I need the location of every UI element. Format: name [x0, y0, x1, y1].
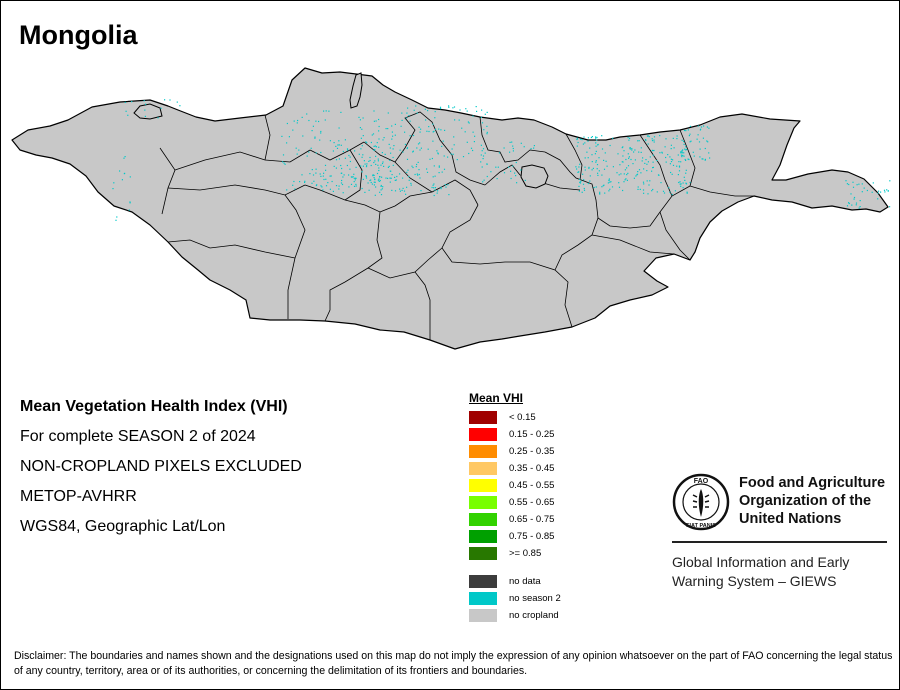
legend-label: 0.75 - 0.85 — [509, 531, 555, 542]
legend-other-row: no cropland — [469, 607, 559, 624]
legend-label: 0.45 - 0.55 — [509, 480, 555, 491]
legend-label: 0.15 - 0.25 — [509, 429, 555, 440]
map-title: Mongolia — [19, 20, 138, 50]
emblem-fao-text: FAO — [694, 478, 709, 485]
legend-label: 0.55 - 0.65 — [509, 497, 555, 508]
legend-class-row: 0.25 - 0.35 — [469, 443, 554, 460]
legend-class-row: >= 0.85 — [469, 545, 541, 562]
legend-label: no season 2 — [509, 593, 561, 604]
info-exclusion: NON-CROPLAND PIXELS EXCLUDED — [20, 458, 302, 475]
legend-class-row: 0.35 - 0.45 — [469, 460, 554, 477]
legend-extra: no data no season 2 no cropland — [469, 573, 561, 624]
legend-items: < 0.15 0.15 - 0.25 0.25 - 0.35 0.35 - 0.45 0… — [469, 409, 554, 562]
country-map — [11, 67, 891, 350]
legend-class-row: 0.45 - 0.55 — [469, 477, 554, 494]
legend-swatch — [469, 547, 497, 560]
enclave-outline — [520, 164, 549, 189]
legend-other-row: no data — [469, 573, 541, 590]
map-info: Mean Vegetation Health Index (VHI) For c… — [20, 396, 302, 546]
legend-label: no cropland — [509, 610, 559, 621]
org-divider — [672, 541, 887, 543]
country-outline — [11, 67, 889, 350]
legend-swatch — [469, 411, 497, 424]
info-season: For complete SEASON 2 of 2024 — [20, 428, 256, 445]
legend-class-row: 0.75 - 0.85 — [469, 528, 554, 545]
legend-swatch — [469, 530, 497, 543]
info-sensor: METOP-AVHRR — [20, 488, 137, 505]
legend-other-row: no season 2 — [469, 590, 561, 607]
giews-line2: Warning System – GIEWS — [672, 573, 837, 589]
emblem-motto-text: FIAT PANIS — [686, 523, 716, 529]
info-title: Mean Vegetation Health Index (VHI) — [20, 398, 288, 415]
legend-label: < 0.15 — [509, 412, 536, 423]
legend-swatch — [469, 609, 497, 622]
legend-class-row: < 0.15 — [469, 409, 536, 426]
legend-swatch — [469, 462, 497, 475]
org-name-line1: Food and Agriculture — [739, 475, 886, 491]
legend-swatch — [469, 428, 497, 441]
legend-class-row: 0.55 - 0.65 — [469, 494, 554, 511]
legend-swatch — [469, 479, 497, 492]
legend-title: Mean VHI — [469, 391, 524, 405]
legend-label: 0.65 - 0.75 — [509, 514, 555, 525]
legend-swatch — [469, 496, 497, 509]
province-boundaries — [159, 111, 754, 340]
no-season-2-pixels — [112, 99, 891, 221]
lakes — [133, 72, 549, 189]
legend-swatch — [469, 575, 497, 588]
org-name-line2: Organization of the — [739, 493, 872, 509]
legend-class-row: 0.15 - 0.25 — [469, 426, 554, 443]
legend-label: 0.35 - 0.45 — [509, 463, 555, 474]
legend-swatch — [469, 592, 497, 605]
lake-khovsgol — [349, 72, 363, 109]
org-name: Food and Agriculture Organization of the… — [739, 474, 885, 528]
legend-swatch — [469, 513, 497, 526]
legend-label: 0.25 - 0.35 — [509, 446, 555, 457]
legend-label: >= 0.85 — [509, 548, 542, 559]
legend-swatch — [469, 445, 497, 458]
disclaimer: Disclaimer: The boundaries and names sho… — [14, 650, 893, 677]
giews-line1: Global Information and Early — [672, 554, 850, 570]
legend-label: no data — [509, 576, 541, 587]
legend-class-row: 0.65 - 0.75 — [469, 511, 554, 528]
info-projection: WGS84, Geographic Lat/Lon — [20, 518, 226, 535]
fao-emblem-icon: FAO FIAT PANIS — [672, 473, 730, 531]
lake-uvs — [133, 103, 163, 120]
giews-name: Global Information and Early Warning Sys… — [672, 553, 849, 591]
legend: Mean VHI < 0.15 0.15 - 0.25 0.25 - 0.35 0.3… — [469, 391, 561, 624]
org-name-line3: United Nations — [739, 511, 842, 527]
